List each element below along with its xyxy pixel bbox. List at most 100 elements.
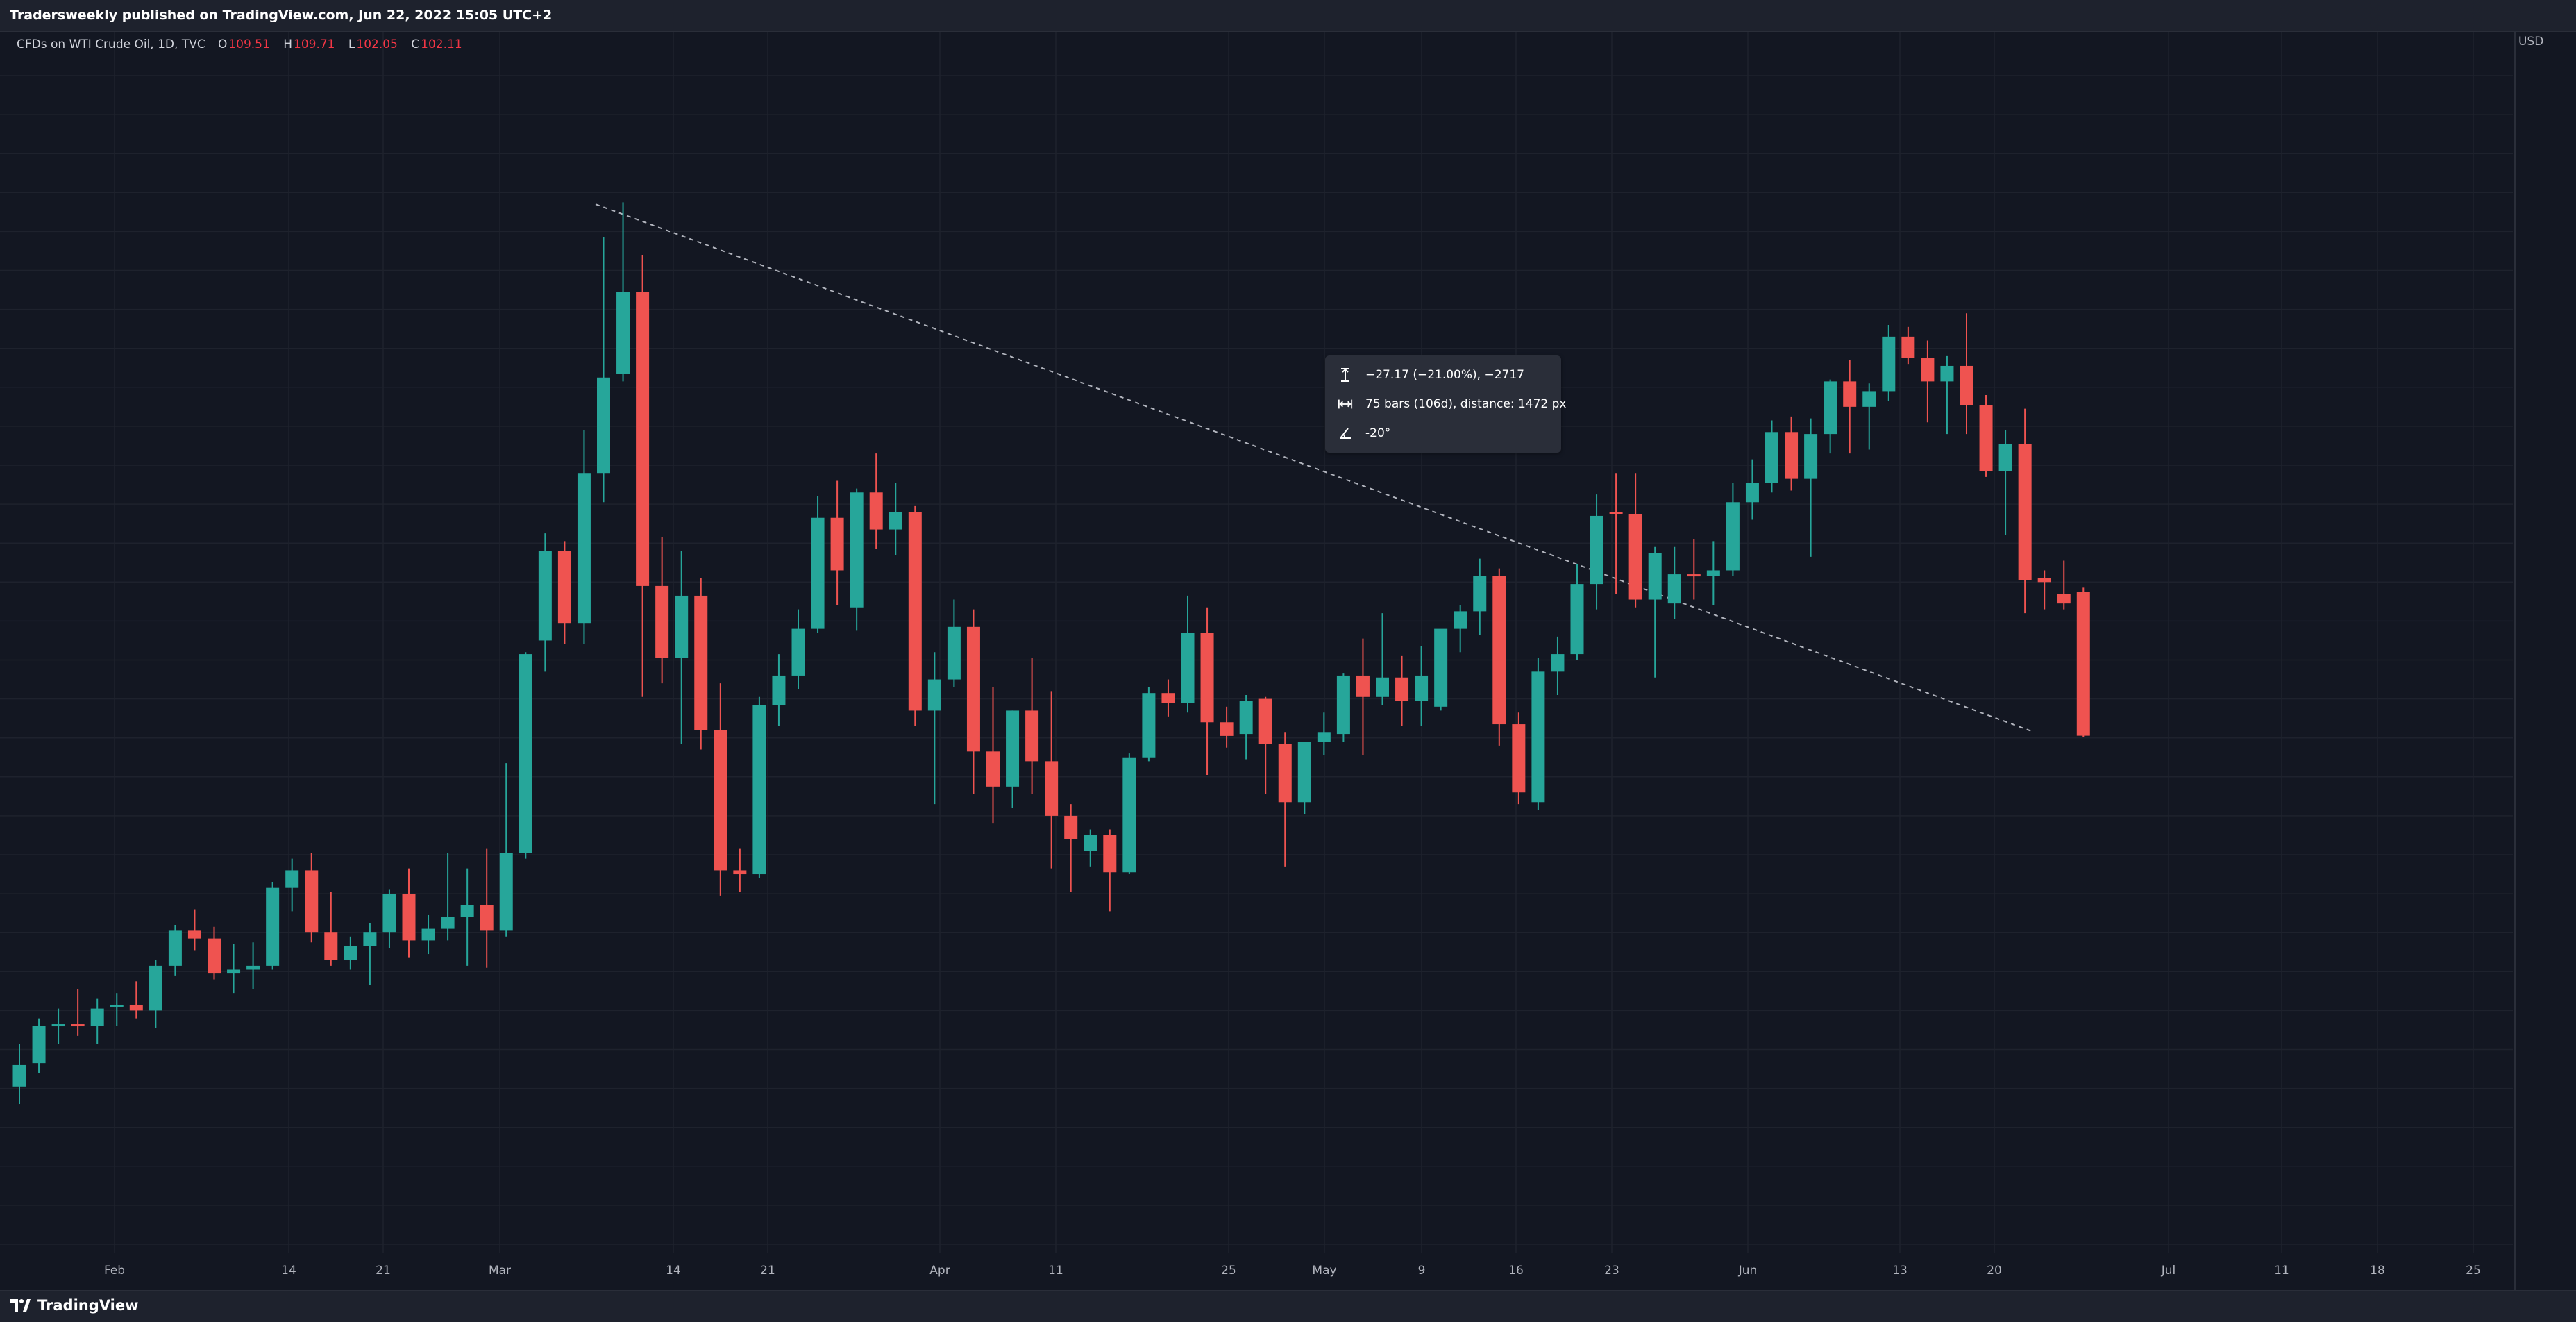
candle-body-up — [90, 1008, 104, 1026]
candle-body-down — [1258, 698, 1272, 744]
time-tick-label: 14 — [281, 1264, 296, 1278]
time-tick-label: 21 — [760, 1264, 775, 1278]
time-axis-labels: Feb 14 21 Mar 14 21 Apr 11 25 May 9 16 23 Jun 13 20 Jul 1… — [104, 1264, 2481, 1278]
measure-trend-line[interactable] — [595, 203, 2035, 733]
time-tick-label: Mar — [489, 1264, 511, 1278]
candle-body-down — [1921, 358, 1935, 382]
time-tick-label: 11 — [1048, 1264, 1063, 1278]
time-tick-label: 25 — [2466, 1264, 2481, 1278]
grid-lines — [0, 32, 2513, 1253]
candle-body-down — [1045, 761, 1059, 816]
candle-body-down — [1200, 633, 1214, 723]
candle-body-down — [1025, 710, 1039, 762]
candle-body-up — [1940, 365, 1954, 382]
candle-body-up — [12, 1064, 26, 1087]
candle-body-up — [421, 928, 435, 941]
candle-body-up — [1317, 732, 1331, 742]
candle-body-down — [208, 938, 221, 974]
candle-body-down — [1103, 835, 1117, 873]
candle-body-down — [324, 932, 338, 960]
candle-body-up — [927, 679, 941, 711]
candle-body-up — [285, 870, 299, 888]
candle-body-down — [480, 905, 494, 931]
candle-body-up — [110, 1004, 124, 1007]
candle-body-up — [1882, 336, 1896, 392]
high-label: H — [283, 37, 293, 51]
candle-body-up — [947, 626, 961, 680]
time-tick-label: Jun — [1738, 1264, 1758, 1278]
candle-body-up — [1239, 701, 1253, 735]
candle-body-down — [187, 930, 201, 939]
measure-tooltip: −27.17 (−21.00%), −2717 75 bars (106d), … — [1325, 355, 1567, 453]
candle-body-up — [1667, 574, 1681, 604]
candle-body-up — [382, 894, 396, 933]
candle-body-up — [597, 377, 610, 474]
candle-body-down — [1395, 677, 1409, 701]
candle-body-down — [655, 585, 669, 658]
candle-body-up — [675, 595, 689, 658]
chart-pane[interactable] — [0, 32, 2513, 1290]
time-tick-label: 11 — [2274, 1264, 2289, 1278]
candle-body-up — [1084, 835, 1097, 851]
candle-body-down — [2057, 594, 2071, 604]
measure-bars-row: 75 bars (106d), distance: 1472 px — [1338, 392, 1567, 417]
candle-body-down — [1687, 574, 1701, 577]
candle-body-up — [344, 946, 357, 960]
time-tick-label: 18 — [2370, 1264, 2385, 1278]
tradingview-logo[interactable]: TradingView — [10, 1296, 138, 1315]
candle-body-down — [908, 512, 922, 711]
candle-body-down — [305, 870, 319, 933]
candle-body-up — [1473, 576, 1487, 612]
candle-body-down — [1220, 722, 1234, 736]
low-label: L — [348, 37, 355, 51]
candle-body-down — [1356, 675, 1370, 697]
candle-body-down — [986, 751, 1000, 787]
candle-body-up — [1434, 628, 1448, 707]
candle-body-up — [791, 628, 805, 676]
candle-body-down — [966, 626, 980, 752]
candle-body-up — [363, 932, 377, 946]
candle-body-up — [460, 905, 474, 917]
open-label: O — [217, 37, 228, 51]
candle-body-up — [616, 292, 630, 374]
candle-body-down — [1785, 432, 1799, 479]
candle-body-down — [1492, 576, 1506, 725]
tradingview-logo-icon — [10, 1299, 31, 1312]
candles — [12, 202, 2090, 1105]
candle-body-up — [149, 965, 162, 1011]
time-tick-label: 13 — [1892, 1264, 1908, 1278]
candle-body-down — [636, 292, 650, 586]
angle-icon — [1338, 426, 1353, 441]
candle-body-up — [168, 930, 182, 966]
candle-body-up — [227, 969, 241, 974]
candle-body-down — [557, 551, 571, 624]
candle-body-up — [811, 517, 825, 629]
candle-body-down — [1512, 724, 1526, 793]
date-range-icon — [1338, 396, 1353, 412]
candle-body-up — [1551, 654, 1565, 672]
candle-body-up — [266, 887, 280, 966]
candle-body-down — [1064, 815, 1078, 839]
candle-body-up — [1804, 434, 1818, 479]
candle-body-up — [1454, 611, 1467, 629]
measure-price-row: −27.17 (−21.00%), −2717 — [1338, 362, 1524, 387]
time-tick-label: 9 — [1418, 1264, 1426, 1278]
currency-label: USD — [2518, 35, 2544, 49]
candle-body-down — [733, 870, 747, 875]
candle-body-up — [1590, 515, 1603, 585]
candle-body-down — [830, 517, 844, 571]
candle-body-up — [1570, 584, 1584, 655]
price-axis[interactable] — [2514, 32, 2576, 1290]
candle-body-up — [772, 675, 786, 705]
candle-body-down — [869, 492, 883, 530]
candle-body-up — [1181, 633, 1195, 703]
candle-body-down — [1609, 512, 1623, 514]
measure-price-text: −27.17 (−21.00%), −2717 — [1365, 368, 1524, 382]
symbol-name: CFDs on WTI Crude Oil, 1D, TVC — [17, 37, 205, 51]
candle-body-up — [1297, 742, 1311, 803]
candle-body-down — [694, 595, 708, 730]
candle-body-up — [1336, 675, 1350, 735]
candle-body-down — [1843, 381, 1857, 407]
candle-body-down — [71, 1024, 85, 1027]
